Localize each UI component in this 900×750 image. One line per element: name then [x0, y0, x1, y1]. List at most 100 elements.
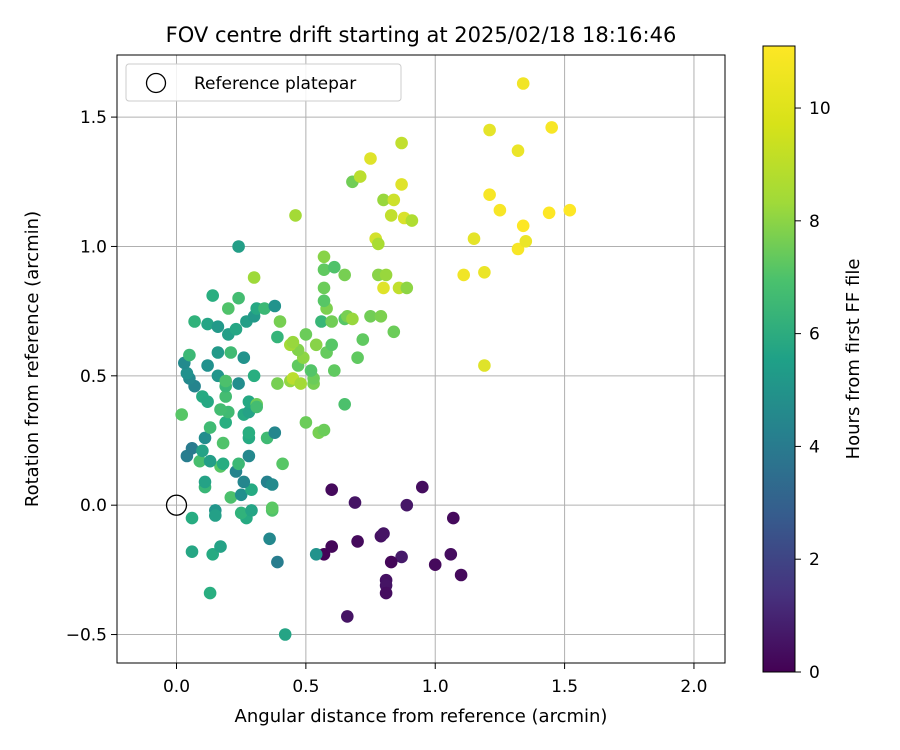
data-point	[384, 555, 398, 569]
data-point	[242, 449, 256, 463]
data-point	[203, 454, 217, 468]
y-tick-label: 1.0	[80, 237, 107, 257]
data-point	[271, 377, 284, 390]
data-point	[341, 610, 354, 623]
data-point	[198, 431, 212, 445]
data-point	[268, 299, 282, 313]
legend-reference-marker	[145, 72, 167, 94]
data-point	[493, 203, 507, 217]
data-point	[395, 550, 408, 564]
data-point	[317, 281, 331, 295]
data-point	[271, 330, 284, 344]
colorbar-tick-label: 6	[809, 325, 820, 345]
data-point	[387, 193, 401, 207]
colorbar-tick-label: 10	[809, 99, 831, 119]
data-point	[232, 457, 245, 471]
data-point	[405, 214, 419, 227]
data-point	[315, 315, 328, 328]
data-point	[395, 178, 408, 191]
data-point	[237, 351, 251, 365]
data-point	[457, 268, 471, 282]
plot-area	[117, 55, 725, 663]
data-point	[351, 535, 364, 548]
data-point	[356, 333, 370, 346]
data-point	[180, 366, 194, 380]
data-point	[364, 152, 377, 165]
data-point	[247, 271, 261, 284]
data-point	[372, 237, 385, 251]
data-point	[467, 232, 481, 245]
colorbar-ticks: 0 2 4 6 8 10	[795, 99, 831, 683]
axis-ticks: 0.0 0.5 1.0 1.5 2.0 −0.5 0.0 0.5 1.0 1.5	[66, 108, 708, 697]
data-point	[338, 268, 352, 282]
colorbar-label: Hours from first FF file	[843, 259, 864, 460]
y-tick-label: 1.5	[80, 108, 107, 128]
colorbar-tick-label: 0	[809, 663, 820, 683]
data-point	[276, 457, 289, 471]
y-axis-label: Rotation from reference (arcmin)	[22, 211, 43, 507]
data-point	[201, 317, 214, 331]
data-point	[395, 136, 408, 150]
x-tick-label: 1.5	[551, 677, 578, 697]
data-point	[304, 364, 318, 377]
data-point	[377, 193, 390, 207]
data-point	[325, 483, 339, 497]
colorbar: 0 2 4 6 8 10 Hours from first FF file	[762, 45, 864, 683]
data-point	[317, 263, 331, 277]
reference-marker-group	[165, 494, 188, 516]
data-point	[214, 540, 227, 553]
data-point	[268, 426, 282, 440]
data-point	[234, 506, 248, 520]
data-point	[353, 170, 367, 183]
data-point	[400, 281, 414, 295]
data-point	[286, 335, 300, 349]
data-point	[416, 480, 429, 494]
data-point	[183, 348, 196, 362]
data-point	[242, 426, 256, 440]
data-point	[196, 444, 209, 458]
data-point	[325, 540, 339, 553]
data-point	[224, 346, 238, 359]
data-point	[201, 359, 214, 372]
data-point	[309, 338, 323, 352]
data-point	[387, 325, 401, 339]
data-point	[206, 289, 219, 302]
data-point	[328, 364, 341, 377]
data-point	[245, 504, 258, 517]
data-point	[289, 209, 302, 222]
data-point	[185, 511, 199, 525]
data-point	[299, 416, 313, 429]
data-point	[338, 398, 352, 411]
data-point	[271, 555, 284, 569]
data-point	[185, 545, 199, 558]
legend: Reference platepar	[125, 63, 402, 102]
data-point	[273, 315, 287, 328]
reference-platepar-marker	[165, 494, 188, 516]
data-point	[222, 302, 235, 315]
data-point	[198, 475, 212, 489]
data-point	[203, 421, 217, 434]
data-point	[237, 475, 251, 489]
colorbar-tick-label: 4	[809, 437, 820, 457]
data-point	[483, 123, 496, 137]
data-point	[483, 188, 496, 201]
data-point	[232, 377, 245, 390]
data-point	[247, 369, 261, 383]
legend-box	[125, 63, 402, 102]
data-points	[175, 77, 577, 641]
data-point	[563, 203, 577, 217]
data-point	[175, 408, 188, 421]
y-tick-label: −0.5	[66, 626, 107, 646]
data-point	[478, 359, 491, 372]
data-point	[328, 260, 341, 274]
data-point	[317, 294, 331, 308]
data-point	[511, 144, 525, 157]
colorbar-tick-label: 2	[809, 550, 820, 570]
data-point	[224, 491, 238, 504]
x-tick-label: 1.0	[422, 677, 449, 697]
data-point	[245, 483, 258, 497]
y-tick-label: 0.5	[80, 367, 107, 387]
data-point	[377, 527, 390, 540]
data-point	[294, 377, 308, 390]
